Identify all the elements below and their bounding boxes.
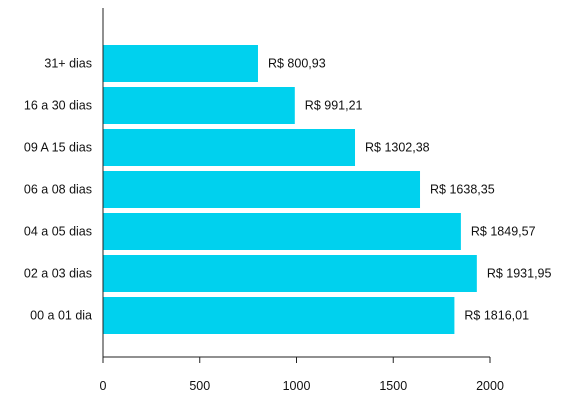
category-label: 04 a 05 dias	[24, 225, 92, 239]
x-tick-label: 500	[189, 379, 210, 393]
x-axis-ticks: 0 500 1000 1500 2000	[100, 357, 504, 393]
bar	[103, 129, 356, 166]
category-labels: 31+ dias 16 a 30 dias 09 A 15 dias 06 a 08 …	[24, 57, 92, 323]
category-label: 16 a 30 dias	[24, 99, 92, 113]
category-label: 02 a 03 dias	[24, 267, 92, 281]
category-label: 31+ dias	[44, 57, 92, 71]
bar	[103, 255, 477, 292]
data-label: R$ 1302,38	[365, 141, 430, 155]
category-label: 00 a 01 dia	[30, 309, 92, 323]
bar	[103, 45, 258, 82]
x-tick-label: 1500	[379, 379, 407, 393]
data-label: R$ 1638,35	[430, 183, 495, 197]
data-label: R$ 800,93	[268, 57, 326, 71]
data-label: R$ 1849,57	[471, 225, 536, 239]
bar	[103, 297, 455, 334]
category-label: 09 A 15 dias	[24, 141, 92, 155]
data-label: R$ 1931,95	[487, 267, 552, 281]
bar	[103, 171, 421, 208]
x-tick-label: 1000	[283, 379, 311, 393]
bar	[103, 87, 295, 124]
bar	[103, 213, 461, 250]
data-label: R$ 1816,01	[464, 309, 529, 323]
data-label: R$ 991,21	[305, 99, 363, 113]
bars-layer	[103, 45, 477, 334]
x-tick-label: 2000	[476, 379, 504, 393]
x-tick-label: 0	[100, 379, 107, 393]
data-labels: R$ 800,93 R$ 991,21 R$ 1302,38 R$ 1638,35 R$…	[268, 57, 552, 323]
category-label: 06 a 08 dias	[24, 183, 92, 197]
